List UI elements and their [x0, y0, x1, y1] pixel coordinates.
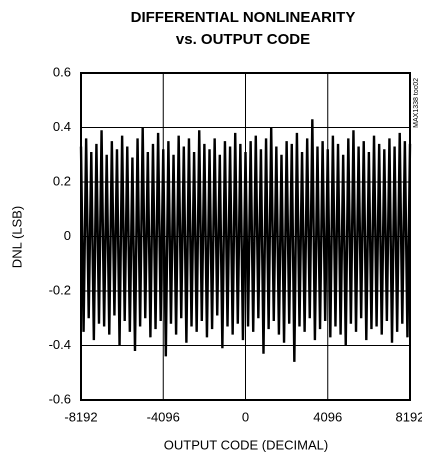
y-tick-label: 0.2 — [53, 173, 71, 188]
y-tick-label: -0.6 — [49, 391, 71, 406]
x-tick-label: 0 — [242, 409, 249, 424]
x-tick-label: 8192 — [396, 409, 422, 424]
data-line — [79, 119, 412, 362]
y-tick-label: -0.2 — [49, 282, 71, 297]
y-tick-label: 0.6 — [53, 64, 71, 79]
x-tick-label: 4096 — [313, 409, 342, 424]
x-tick-label: -4096 — [147, 409, 180, 424]
x-axis-label: OUTPUT CODE (DECIMAL) — [164, 437, 328, 452]
annotation: MAX1338 toc02 — [413, 78, 420, 128]
y-tick-label: 0.4 — [53, 119, 71, 134]
chart-title: DIFFERENTIAL NONLINEARITY — [131, 9, 356, 26]
plot-frame — [80, 72, 411, 401]
chart-title: vs. OUTPUT CODE — [176, 31, 310, 48]
x-tick-label: -8192 — [64, 409, 97, 424]
y-axis-label: DNL (LSB) — [9, 206, 24, 268]
y-tick-label: -0.4 — [49, 337, 71, 352]
y-tick-label: 0 — [64, 228, 71, 243]
